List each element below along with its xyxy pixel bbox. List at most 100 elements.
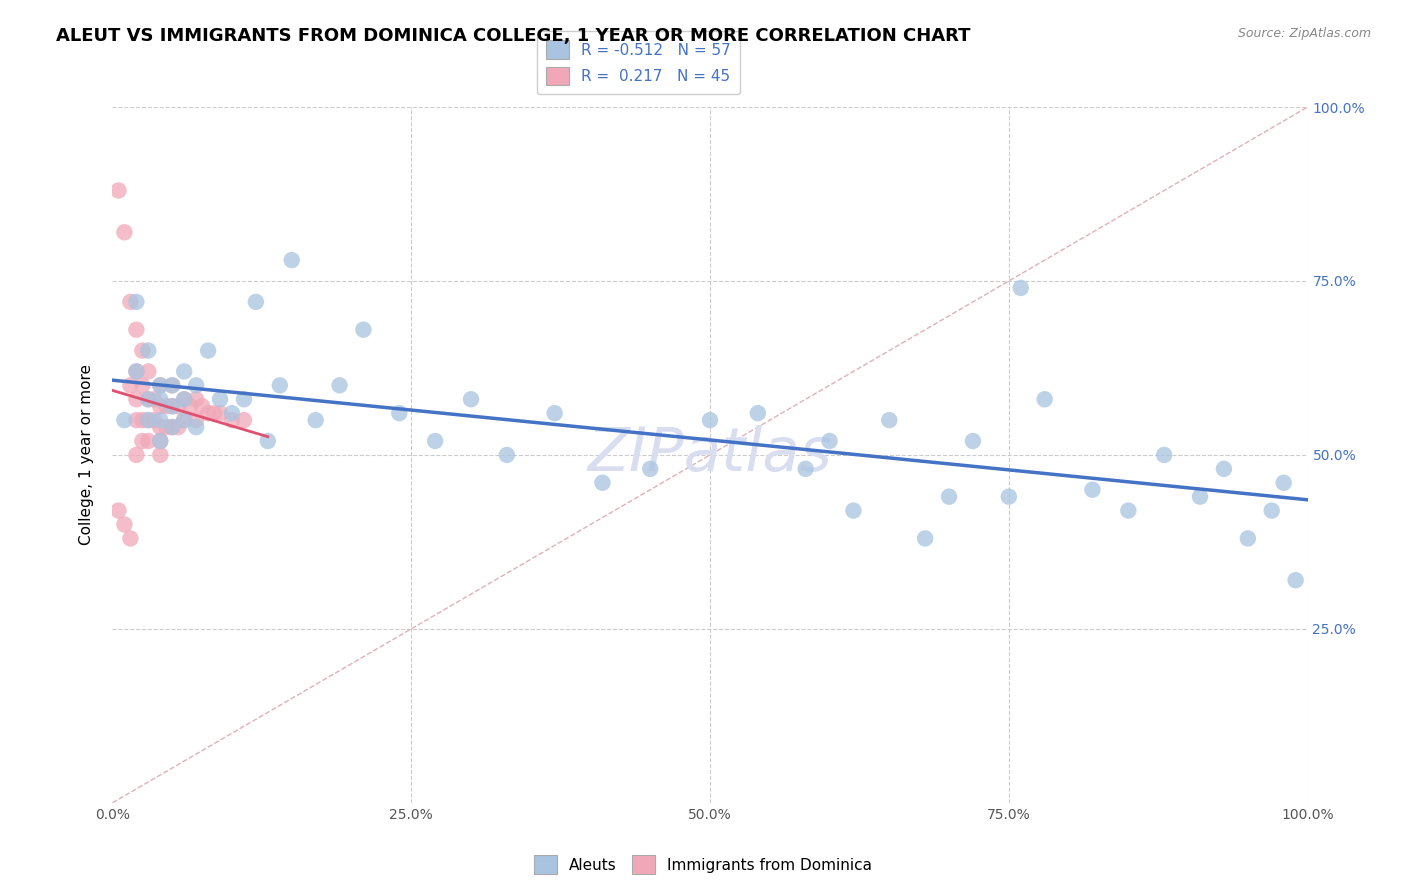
Point xyxy=(125,323,148,337)
Point xyxy=(818,434,841,448)
Point xyxy=(197,406,219,420)
Point xyxy=(460,392,482,407)
Point xyxy=(114,225,135,239)
Point xyxy=(221,413,243,427)
Point xyxy=(149,392,172,407)
Point xyxy=(1261,503,1284,517)
Point xyxy=(155,420,177,434)
Point xyxy=(173,364,195,378)
Point xyxy=(131,378,153,392)
Point xyxy=(1237,532,1260,546)
Point xyxy=(131,434,153,448)
Point xyxy=(125,294,148,309)
Point xyxy=(1033,392,1056,407)
Point xyxy=(149,399,172,413)
Point xyxy=(388,406,411,420)
Point xyxy=(149,378,172,392)
Point xyxy=(191,399,214,413)
Point xyxy=(233,413,256,427)
Point xyxy=(245,294,267,309)
Point xyxy=(107,184,129,198)
Point xyxy=(186,378,208,392)
Point xyxy=(149,434,172,448)
Point xyxy=(167,399,190,413)
Point xyxy=(209,406,232,420)
Point xyxy=(305,413,328,427)
Point xyxy=(107,503,129,517)
Point xyxy=(138,343,160,358)
Point xyxy=(155,399,177,413)
Point xyxy=(125,364,148,378)
Point xyxy=(125,413,148,427)
Point xyxy=(173,392,195,407)
Point xyxy=(1153,448,1175,462)
Y-axis label: College, 1 year or more: College, 1 year or more xyxy=(79,365,94,545)
Point xyxy=(173,413,195,427)
Point xyxy=(138,413,160,427)
Point xyxy=(592,475,614,490)
Point xyxy=(425,434,447,448)
Point xyxy=(186,413,208,427)
Point xyxy=(138,392,160,407)
Point xyxy=(149,448,172,462)
Point xyxy=(186,392,208,407)
Point xyxy=(962,434,984,448)
Point xyxy=(138,392,160,407)
Point xyxy=(1081,483,1104,497)
Point xyxy=(120,378,142,392)
Point xyxy=(257,434,280,448)
Point xyxy=(131,343,153,358)
Point xyxy=(173,413,195,427)
Point xyxy=(120,294,142,309)
Point xyxy=(1189,490,1212,504)
Point xyxy=(186,420,208,434)
Point xyxy=(209,392,232,407)
Point xyxy=(162,420,183,434)
Point xyxy=(131,413,153,427)
Point xyxy=(794,462,817,476)
Point xyxy=(162,399,183,413)
Point xyxy=(269,378,291,392)
Point xyxy=(114,413,135,427)
Point xyxy=(149,434,172,448)
Point xyxy=(125,392,148,407)
Point xyxy=(842,503,865,517)
Point xyxy=(938,490,960,504)
Point xyxy=(138,434,160,448)
Point xyxy=(1285,573,1308,587)
Point xyxy=(143,392,166,407)
Point xyxy=(149,420,172,434)
Point xyxy=(233,392,256,407)
Point xyxy=(352,323,374,337)
Point xyxy=(329,378,352,392)
Point xyxy=(149,378,172,392)
Point xyxy=(167,420,190,434)
Point xyxy=(1272,475,1295,490)
Point xyxy=(114,517,135,532)
Point xyxy=(197,343,219,358)
Point xyxy=(281,253,304,268)
Point xyxy=(120,532,142,546)
Point xyxy=(125,448,148,462)
Point xyxy=(543,406,565,420)
Point xyxy=(173,392,195,407)
Point xyxy=(138,364,160,378)
Point xyxy=(162,399,183,413)
Point xyxy=(125,364,148,378)
Point xyxy=(143,413,166,427)
Point xyxy=(162,378,183,392)
Point xyxy=(221,406,243,420)
Point xyxy=(1118,503,1140,517)
Text: ZIPatlas: ZIPatlas xyxy=(588,425,832,484)
Point xyxy=(1010,281,1032,295)
Point xyxy=(149,413,172,427)
Point xyxy=(699,413,721,427)
Point xyxy=(747,406,769,420)
Text: ALEUT VS IMMIGRANTS FROM DOMINICA COLLEGE, 1 YEAR OR MORE CORRELATION CHART: ALEUT VS IMMIGRANTS FROM DOMINICA COLLEG… xyxy=(56,27,970,45)
Text: Source: ZipAtlas.com: Source: ZipAtlas.com xyxy=(1237,27,1371,40)
Point xyxy=(162,378,183,392)
Point xyxy=(179,399,201,413)
Point xyxy=(496,448,519,462)
Point xyxy=(879,413,901,427)
Legend: Aleuts, Immigrants from Dominica: Aleuts, Immigrants from Dominica xyxy=(527,849,879,880)
